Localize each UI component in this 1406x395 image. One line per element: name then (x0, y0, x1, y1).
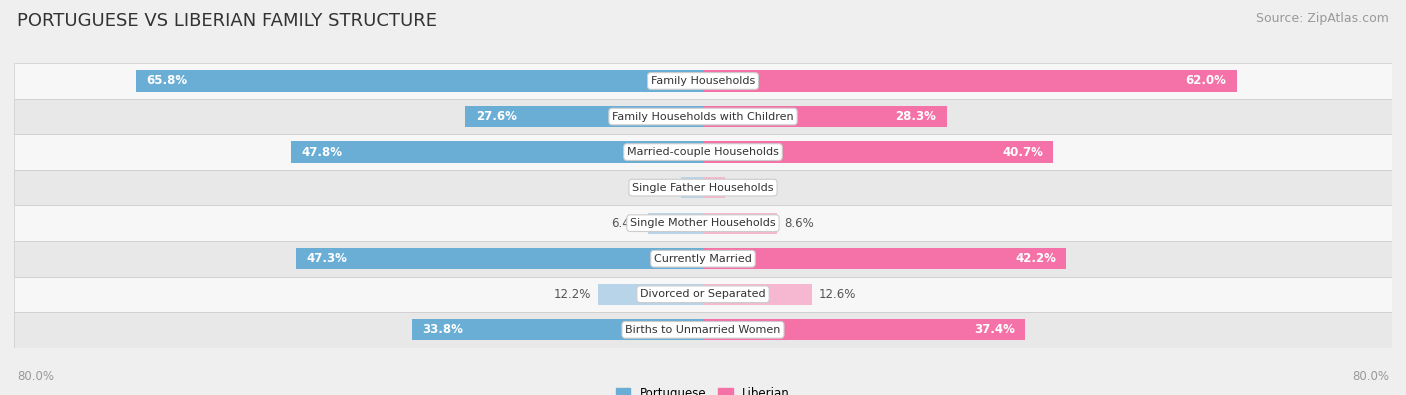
Bar (703, 177, 724, 198)
Text: 80.0%: 80.0% (1353, 370, 1389, 383)
Text: 2.5%: 2.5% (731, 181, 761, 194)
FancyBboxPatch shape (14, 312, 1392, 348)
Text: 42.2%: 42.2% (1015, 252, 1056, 265)
Text: Family Households with Children: Family Households with Children (612, 111, 794, 122)
FancyBboxPatch shape (14, 99, 1392, 134)
Bar (295, 248, 703, 269)
Bar (703, 70, 1237, 92)
Bar (465, 106, 703, 127)
Text: 12.2%: 12.2% (554, 288, 591, 301)
Legend: Portuguese, Liberian: Portuguese, Liberian (612, 382, 794, 395)
Text: Births to Unmarried Women: Births to Unmarried Women (626, 325, 780, 335)
Text: 2.5%: 2.5% (645, 181, 675, 194)
Text: Source: ZipAtlas.com: Source: ZipAtlas.com (1256, 12, 1389, 25)
Text: Divorced or Separated: Divorced or Separated (640, 289, 766, 299)
Bar (291, 141, 703, 163)
Text: PORTUGUESE VS LIBERIAN FAMILY STRUCTURE: PORTUGUESE VS LIBERIAN FAMILY STRUCTURE (17, 12, 437, 30)
Text: 8.6%: 8.6% (785, 217, 814, 229)
Bar (703, 284, 811, 305)
Bar (703, 141, 1053, 163)
FancyBboxPatch shape (14, 241, 1392, 276)
Text: 12.6%: 12.6% (818, 288, 856, 301)
FancyBboxPatch shape (14, 205, 1392, 241)
Text: 62.0%: 62.0% (1185, 75, 1226, 87)
Bar (136, 70, 703, 92)
Text: 6.4%: 6.4% (612, 217, 641, 229)
Text: 37.4%: 37.4% (974, 324, 1015, 336)
Text: 27.6%: 27.6% (475, 110, 516, 123)
FancyBboxPatch shape (14, 276, 1392, 312)
Bar (598, 284, 703, 305)
Text: 65.8%: 65.8% (146, 75, 188, 87)
Bar (682, 177, 703, 198)
FancyBboxPatch shape (14, 63, 1392, 99)
Text: Family Households: Family Households (651, 76, 755, 86)
Bar (703, 248, 1066, 269)
Text: Single Father Households: Single Father Households (633, 182, 773, 193)
Text: Currently Married: Currently Married (654, 254, 752, 264)
Text: 33.8%: 33.8% (422, 324, 463, 336)
Bar (703, 213, 778, 234)
Text: 47.3%: 47.3% (307, 252, 347, 265)
Text: Married-couple Households: Married-couple Households (627, 147, 779, 157)
Bar (648, 213, 703, 234)
Text: 80.0%: 80.0% (17, 370, 53, 383)
Bar (412, 319, 703, 340)
Text: 47.8%: 47.8% (302, 146, 343, 158)
Bar (703, 106, 946, 127)
Text: 40.7%: 40.7% (1002, 146, 1043, 158)
FancyBboxPatch shape (14, 170, 1392, 205)
Text: Single Mother Households: Single Mother Households (630, 218, 776, 228)
FancyBboxPatch shape (14, 134, 1392, 170)
Text: 28.3%: 28.3% (896, 110, 936, 123)
Bar (703, 319, 1025, 340)
